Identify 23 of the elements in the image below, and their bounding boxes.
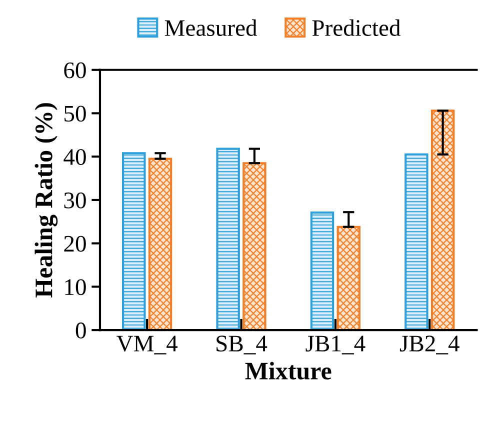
y-tick-label: 30 [64,192,86,208]
y-axis-title: Healing Ratio (%) [34,103,58,298]
y-tick-label: 50 [64,106,86,122]
y-tick-label: 0 [76,322,86,338]
legend-label: Predicted [312,19,400,36]
y-tick-label: 20 [64,236,86,252]
bar [122,152,146,330]
x-tick-label: VM_4 [116,336,178,354]
bar [148,158,172,330]
x-tick-label: JB1_4 [306,336,366,354]
legend-label: Measured [164,19,258,36]
bar [310,212,334,330]
y-tick-label: 60 [64,62,86,78]
bar [404,153,428,330]
y-tick-label: 10 [65,279,86,296]
x-tick-label: JB2_4 [400,336,460,354]
bar [216,148,240,330]
x-axis-title: Mixture [245,362,332,380]
bar [430,110,455,330]
y-tick-label: 40 [64,149,86,166]
bar [336,226,361,330]
x-tick-label: SB_4 [216,336,268,354]
bar [242,162,266,330]
